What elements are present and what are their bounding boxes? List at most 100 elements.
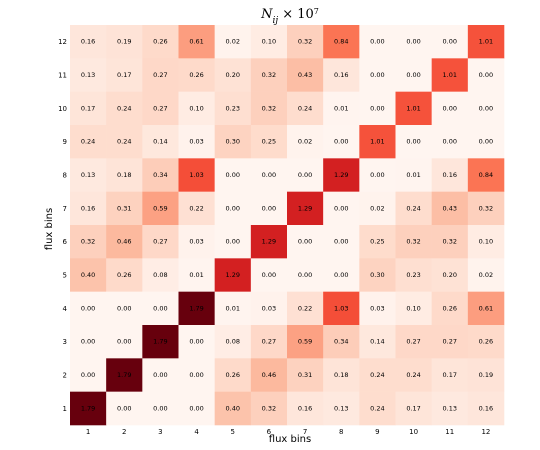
cell-value-label: 1.29 — [334, 171, 348, 179]
heatmap-cell — [431, 191, 469, 226]
heatmap-cell — [287, 391, 324, 426]
x-tick-label: 3 — [158, 428, 162, 436]
heatmap-cell — [250, 358, 288, 392]
cell-value-label: 0.00 — [262, 204, 276, 212]
x-tick-label: 7 — [303, 428, 307, 436]
cell-value-label: 0.00 — [370, 71, 384, 79]
cell-value-label: 0.00 — [226, 238, 240, 246]
cell-value-label: 0.24 — [370, 371, 384, 379]
heatmap-cell — [214, 91, 252, 126]
heatmap-cell — [106, 91, 143, 126]
cell-value-label: 1.29 — [262, 238, 276, 246]
cell-value-label: 0.00 — [334, 204, 348, 212]
cell-value-label: 0.00 — [153, 371, 167, 379]
heatmap-cell — [287, 258, 324, 292]
heatmap-cell — [323, 391, 360, 426]
heatmap-cell — [178, 258, 215, 292]
heatmap-cell — [323, 191, 360, 226]
cell-value-label: 0.17 — [117, 71, 131, 79]
heatmap-cell — [106, 191, 143, 226]
y-axis-label: flux bins — [44, 208, 55, 250]
heatmap-cell — [178, 58, 215, 92]
heatmap-cell — [323, 91, 360, 126]
heatmap-cell — [467, 191, 505, 226]
heatmap-cell — [106, 391, 143, 426]
heatmap-cell — [287, 191, 324, 226]
heatmap-cell — [431, 291, 469, 326]
heatmap-cell — [214, 291, 252, 326]
cell-value-label: 0.27 — [153, 71, 167, 79]
cell-value-label: 0.27 — [406, 338, 420, 346]
x-axis-ticks: 1 2 3 4 5 6 7 8 9 10 11 12 — [86, 428, 491, 436]
cell-value-label: 0.13 — [334, 404, 348, 412]
y-tick-label: 9 — [63, 138, 67, 146]
heatmap-cell — [106, 291, 143, 326]
cell-value-label: 0.24 — [81, 138, 95, 146]
heatmap-cell — [178, 91, 215, 126]
cell-value-label: 0.16 — [81, 38, 95, 46]
heatmap-cell — [178, 225, 215, 259]
cell-value-label: 0.43 — [443, 204, 457, 212]
cell-value-label: 0.00 — [189, 371, 203, 379]
cell-value-label: 0.08 — [153, 271, 167, 279]
cell-value-label: 1.01 — [406, 104, 420, 112]
heatmap-cell — [250, 158, 288, 192]
cell-value-label: 0.17 — [443, 371, 457, 379]
heatmap-cell — [395, 91, 432, 126]
heatmap-cell — [431, 125, 469, 159]
x-tick-label: 12 — [481, 428, 490, 436]
heatmap-cell — [431, 358, 469, 392]
x-tick-label: 1 — [86, 428, 90, 436]
cell-value-label: 0.84 — [479, 171, 493, 179]
heatmap-cell — [214, 125, 252, 159]
cell-value-label: 0.00 — [406, 71, 420, 79]
cell-value-label: 0.40 — [81, 271, 95, 279]
heatmap-cell — [106, 358, 143, 392]
cell-value-label: 0.22 — [298, 304, 312, 312]
cell-value-label: 0.31 — [117, 204, 131, 212]
heatmap-cell — [287, 358, 324, 392]
heatmap-cell — [214, 58, 252, 92]
heatmap-cell — [142, 91, 179, 126]
cell-value-label: 0.00 — [153, 304, 167, 312]
heatmap-cell — [467, 225, 505, 259]
cell-value-label: 0.32 — [479, 204, 493, 212]
heatmap-cell — [467, 291, 505, 326]
heatmap-cell — [359, 325, 396, 359]
cell-value-label: 0.22 — [189, 204, 203, 212]
cell-value-label: 0.32 — [262, 404, 276, 412]
heatmap-cell — [395, 258, 432, 292]
cell-value-label: 0.00 — [479, 71, 493, 79]
cell-value-label: 0.46 — [262, 371, 276, 379]
heatmap-cell — [467, 125, 505, 159]
heatmap-cell — [142, 25, 179, 59]
cell-value-label: 0.16 — [479, 404, 493, 412]
cell-value-label: 0.00 — [226, 171, 240, 179]
x-tick-label: 2 — [122, 428, 126, 436]
x-tick-label: 5 — [231, 428, 235, 436]
heatmap-cell — [287, 25, 324, 59]
heatmap-cell — [178, 125, 215, 159]
cell-value-label: 0.18 — [117, 171, 131, 179]
cell-value-label: 1.01 — [370, 138, 384, 146]
heatmap-cell — [359, 58, 396, 92]
cell-value-label: 0.00 — [298, 171, 312, 179]
heatmap-cell — [467, 158, 505, 192]
heatmap-cell — [106, 125, 143, 159]
cell-value-label: 0.10 — [479, 238, 493, 246]
heatmap-cell — [287, 91, 324, 126]
cell-value-label: 0.01 — [406, 171, 420, 179]
heatmap-cell — [214, 391, 252, 426]
cell-value-label: 0.32 — [406, 238, 420, 246]
heatmap-cell — [142, 58, 179, 92]
cell-value-label: 1.29 — [298, 204, 312, 212]
heatmap-cell — [359, 125, 396, 159]
cell-value-label: 0.00 — [406, 138, 420, 146]
heatmap-cell — [214, 358, 252, 392]
cell-value-label: 0.20 — [226, 71, 240, 79]
cell-value-label: 0.03 — [189, 238, 203, 246]
cell-value-label: 0.16 — [443, 171, 457, 179]
cell-value-label: 0.00 — [370, 104, 384, 112]
heatmap-cell — [359, 91, 396, 126]
cell-value-label: 0.26 — [226, 371, 240, 379]
